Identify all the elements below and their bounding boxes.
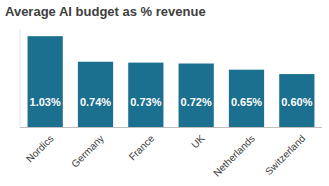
data-label: 0.60% — [281, 96, 312, 108]
y-axis-line — [20, 30, 21, 127]
data-label: 1.03% — [30, 96, 61, 108]
bar — [179, 64, 214, 127]
bar — [279, 74, 314, 127]
bars — [28, 36, 315, 127]
category-label: Nordics — [24, 133, 56, 165]
data-label: 0.65% — [231, 96, 262, 108]
category-label: Switzerland — [263, 133, 307, 177]
bar — [28, 36, 63, 127]
category-label: UK — [189, 133, 207, 151]
category-label: Netherlands — [211, 133, 257, 179]
category-label: Germany — [69, 133, 106, 170]
data-label: 0.72% — [181, 96, 212, 108]
title: Average AI budget as % revenue — [5, 4, 206, 19]
category-label: France — [127, 132, 157, 162]
baseline — [20, 127, 322, 128]
bar — [229, 70, 264, 127]
bar — [128, 63, 163, 127]
data-label: 0.73% — [130, 96, 161, 108]
chart: Average AI budget as % revenue 1.03% Nordi… — [0, 0, 329, 186]
data-label: 0.74% — [80, 96, 111, 108]
bar — [78, 62, 113, 127]
